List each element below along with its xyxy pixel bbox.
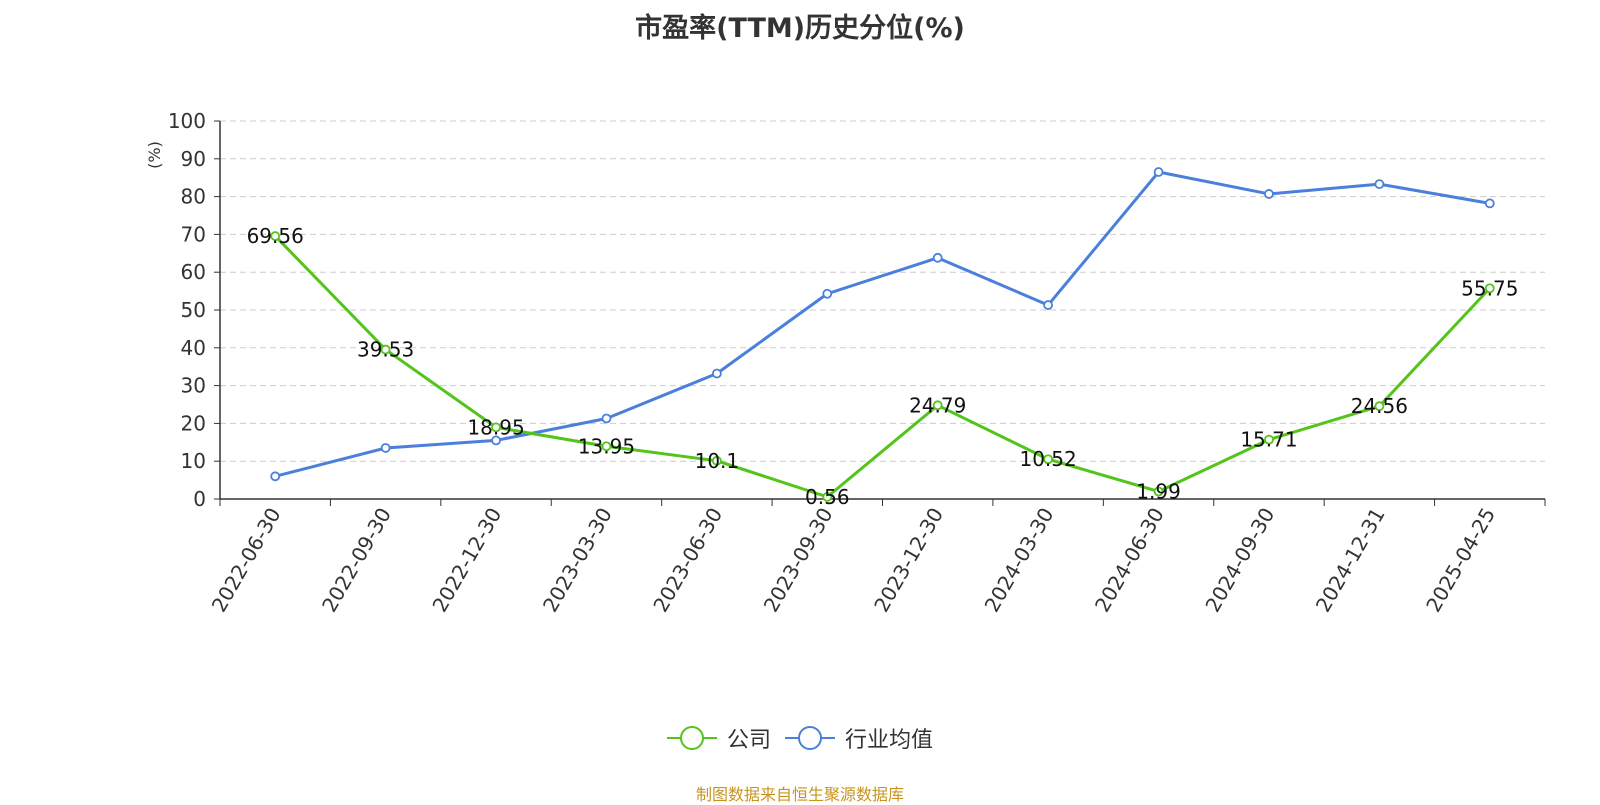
x-tick-label: 2023-03-30 [538,504,617,617]
data-point-industry[interactable] [1264,189,1274,199]
x-tick-label: 2023-12-30 [869,503,948,616]
data-point-company[interactable] [1264,434,1274,445]
data-point-industry[interactable] [1153,167,1164,177]
data-label-company: 69.56 [247,224,304,248]
grid-lines [220,120,1545,462]
data-label-company: 15.71 [1240,428,1297,452]
legend-industry-marker-icon [785,726,835,750]
legend-item-industry[interactable]: 行业均值 [785,722,933,754]
data-label-company: 55.75 [1461,276,1518,300]
y-tick-label: 90 [181,147,206,171]
legend-company-label: 公司 [726,728,771,753]
data-point-company[interactable] [932,400,943,411]
data-point-company[interactable] [380,344,391,355]
data-point-industry[interactable] [1484,198,1495,209]
source-note: 制图数据来自恒生聚源数据库 [695,785,904,804]
data-point-industry[interactable] [711,368,722,379]
y-tick-label: 30 [181,374,206,398]
series-line-company [274,235,1491,499]
data-point-industry[interactable] [932,252,943,263]
x-tick-label: 2022-09-30 [317,504,396,617]
data-label-company: 24.79 [909,393,966,417]
y-axis-label: (%) [145,141,164,169]
y-tick-label: 10 [181,449,206,473]
legend-industry-label: 行业均值 [845,728,934,753]
data-label-company: 13.95 [578,434,635,458]
data-point-industry[interactable] [601,413,612,424]
x-tick-label: 2025-04-25 [1421,504,1500,617]
data-point-company[interactable] [711,455,722,466]
data-point-company[interactable] [1484,283,1495,294]
data-point-industry[interactable] [270,471,281,482]
data-point-company[interactable] [1374,401,1385,412]
y-tick-label: 40 [181,336,206,360]
data-label-company: 1.99 [1136,479,1181,503]
data-point-company[interactable] [601,441,612,452]
series-line-industry [274,170,1491,478]
data-point-industry[interactable] [1043,300,1054,310]
data-point-company[interactable] [1153,486,1164,497]
legend-company-marker-icon [666,726,717,750]
data-label-company: 10.52 [1019,447,1076,471]
axes: 0 10 20 30 40 50 60 70 80 90 100 2022-06-30 2022-09-… [168,109,1546,617]
data-point-industry[interactable] [380,443,391,453]
data-labels: 69.56 39.53 18.95 13.95 10.1 0.56 24.79 10.52 1.… [247,224,1519,509]
x-tick-label: 2024-03-30 [980,504,1059,617]
chart-title: 市盈率(TTM)历史分位(%) [635,13,965,44]
data-label-company: 18.95 [467,415,524,439]
data-label-company: 39.53 [357,338,414,362]
data-label-company: 0.56 [805,485,850,509]
x-tick-label: 2023-06-30 [648,504,727,617]
series-lines [270,167,1495,502]
data-label-company: 10.1 [695,449,740,473]
x-tick-label: 2024-09-30 [1200,504,1279,617]
x-tick-label: 2024-06-30 [1090,504,1169,617]
x-tick-label: 2022-06-30 [207,504,286,617]
legend: 公司 行业均值 [0,722,1600,754]
x-tick-label: 2022-12-30 [427,503,506,616]
y-tick-label: 20 [181,411,206,435]
data-label-company: 24.56 [1351,394,1408,418]
data-point-company[interactable] [270,231,281,241]
x-tick-label: 2023-09-30 [759,504,838,617]
y-tick-label: 80 [181,185,206,209]
y-tick-label: 70 [181,222,206,246]
data-point-company[interactable] [491,422,501,433]
data-point-industry[interactable] [1374,179,1385,190]
y-tick-label: 0 [193,487,206,511]
data-point-industry[interactable] [491,435,501,446]
y-tick-label: 50 [181,298,206,322]
x-tick-label: 2024-12-31 [1311,504,1390,617]
data-point-company[interactable] [822,491,833,502]
legend-item-company[interactable]: 公司 [666,722,771,754]
y-tick-label: 100 [168,109,206,133]
data-point-company[interactable] [1043,454,1054,465]
data-point-industry[interactable] [822,288,833,299]
y-tick-label: 60 [181,260,206,284]
